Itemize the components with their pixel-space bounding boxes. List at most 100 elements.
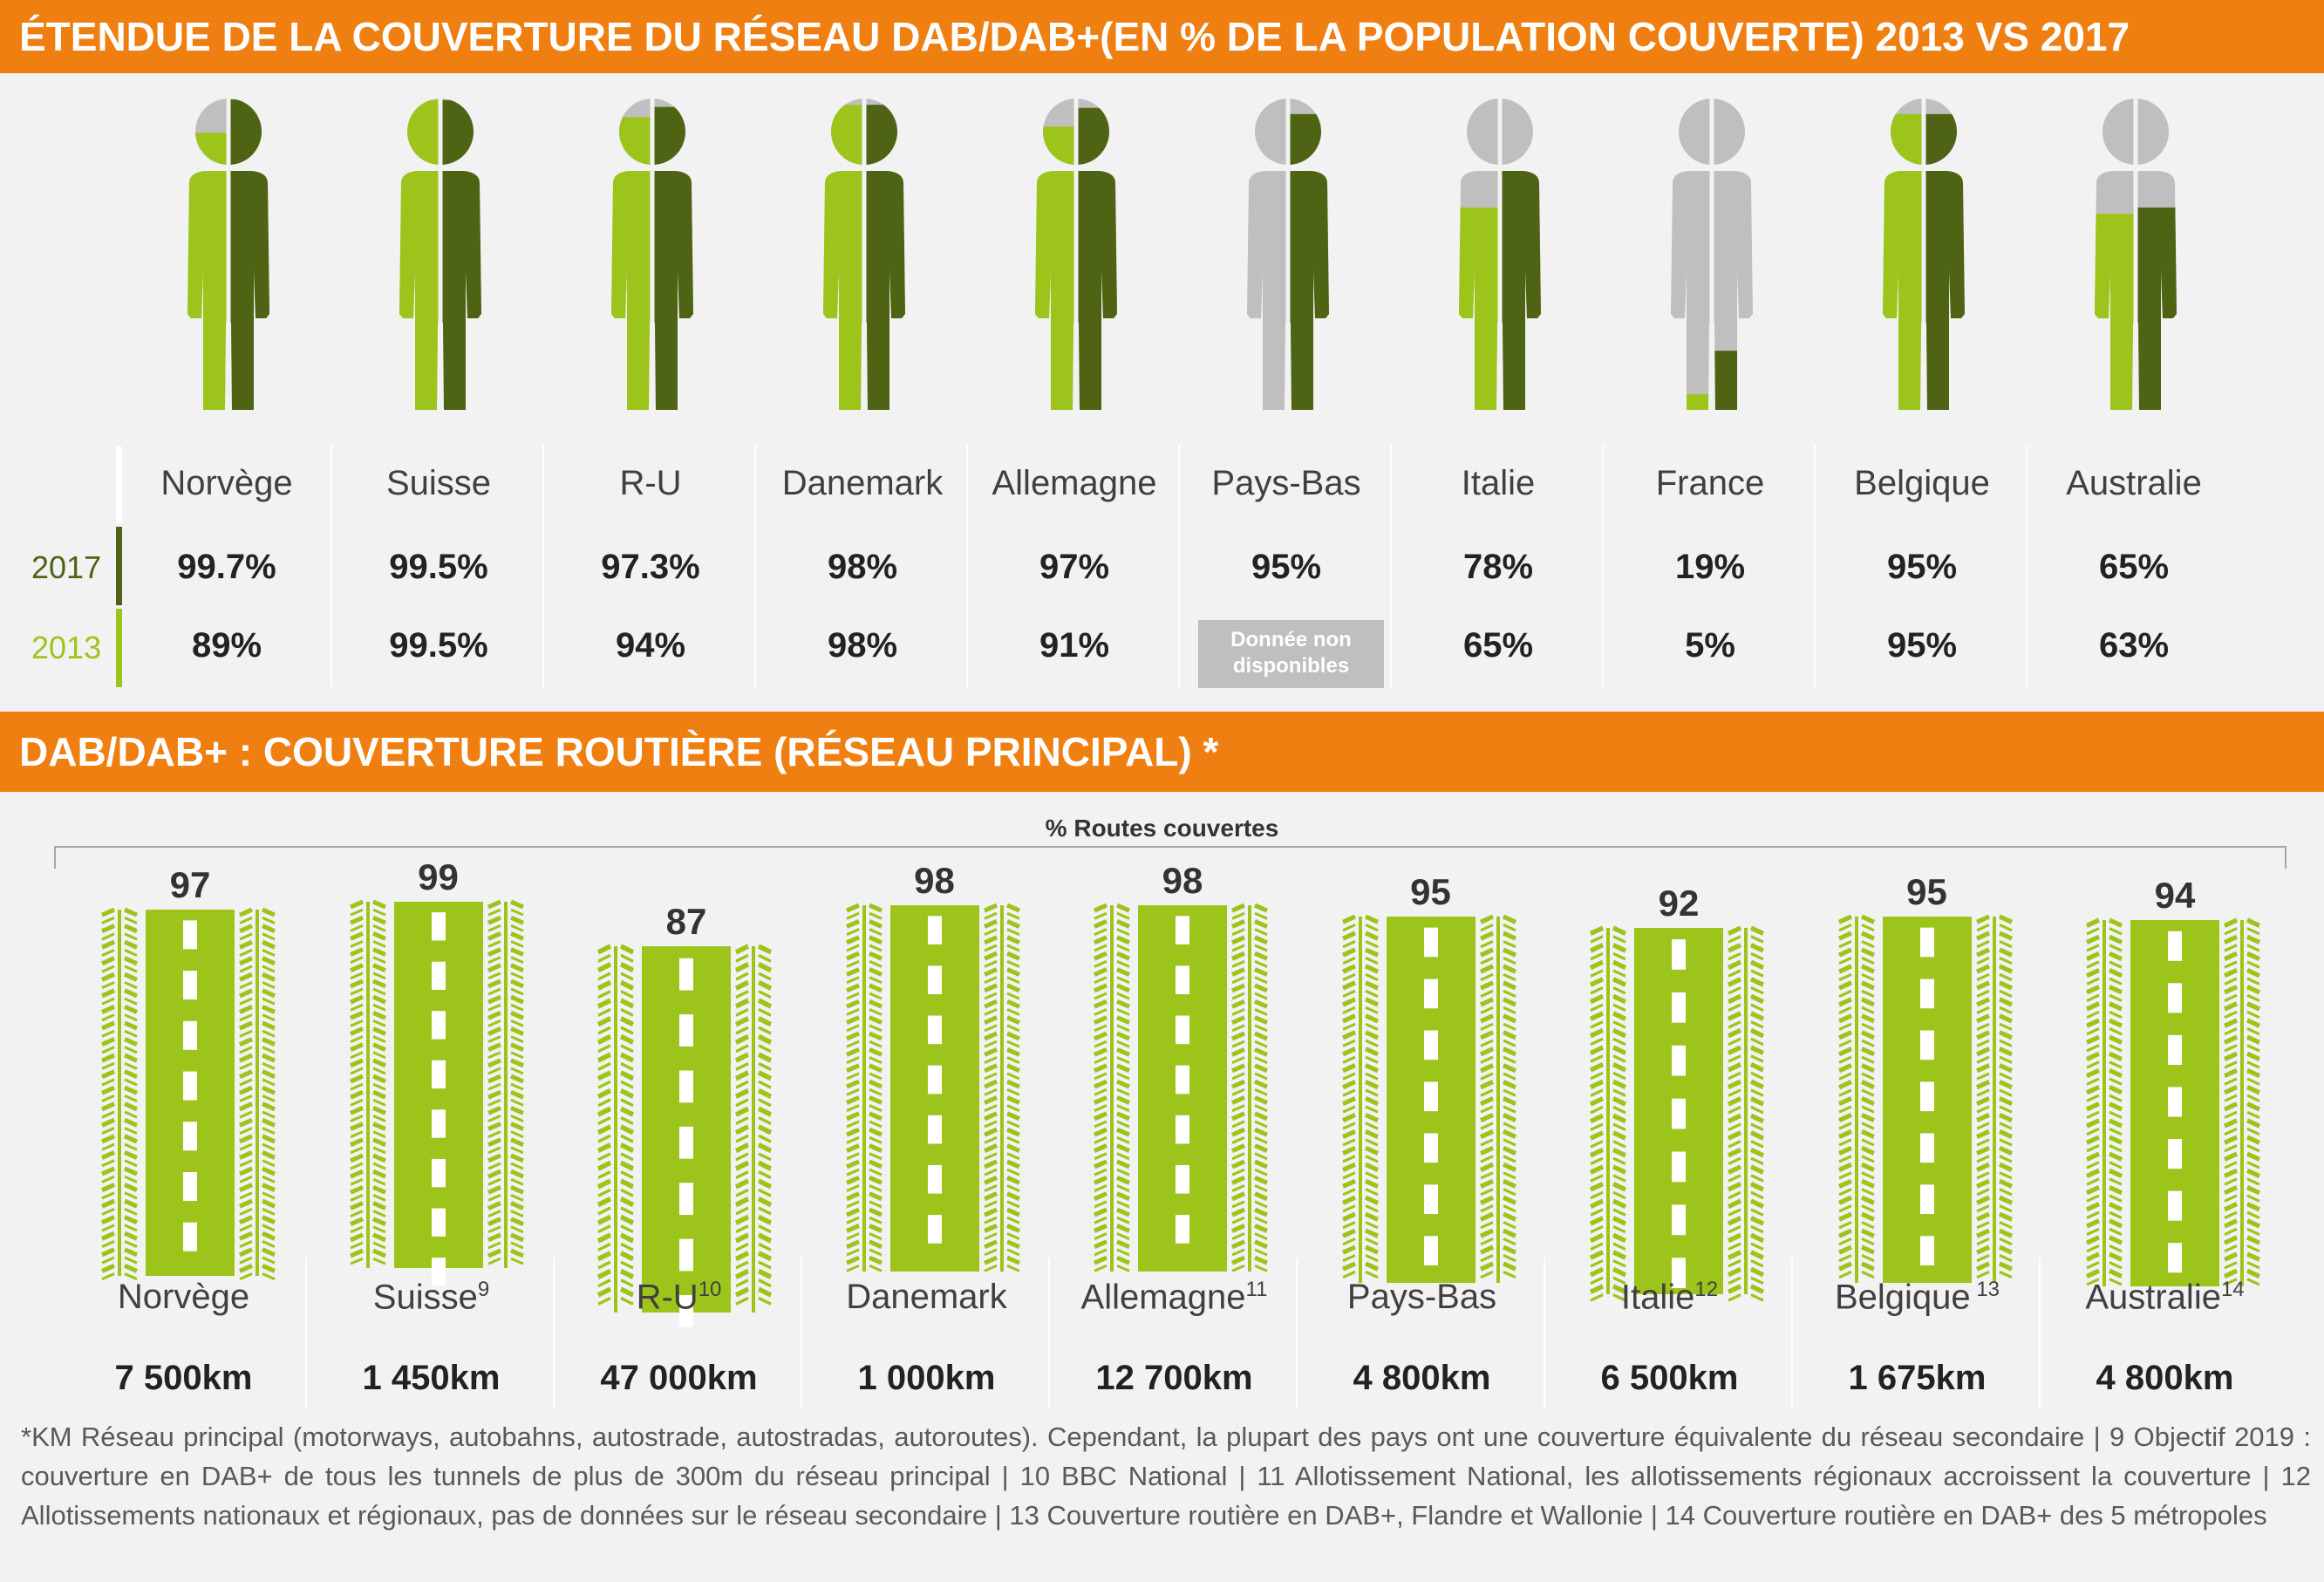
- road-country-name: Norvège: [117, 1278, 250, 1316]
- bar-2013-norvege: [187, 133, 228, 410]
- country-column-r-u: R-U 97.3% 94%: [544, 445, 757, 687]
- bar-2017-danemark: [864, 105, 905, 410]
- road-country-name: Allemagne11: [1080, 1278, 1268, 1317]
- country-name: Australie: [2066, 464, 2202, 502]
- bar-2013-suisse: [399, 99, 440, 410]
- road-column-separator: [2039, 1258, 2041, 1408]
- person-icon-r-u: [587, 96, 718, 419]
- road-bar-pays-bas: [1339, 914, 1523, 1283]
- road-bar-danemark: [843, 904, 1026, 1273]
- road-value-italie: 92: [1658, 882, 1700, 924]
- header-marker: [116, 447, 122, 523]
- no-data-badge: Donnée non disponibles: [1198, 620, 1384, 688]
- road-column-suisse: Suisse9 1 450km: [307, 1256, 555, 1408]
- road-value-r-u: 87: [665, 900, 707, 942]
- column-separator: [1602, 445, 1604, 687]
- person-icon-australie: [2070, 96, 2201, 419]
- road-column-pays-bas: Pays-Bas 4 800km: [1298, 1256, 1546, 1408]
- road-length: 1 000km: [857, 1359, 996, 1397]
- country-name: Belgique: [1854, 464, 1990, 502]
- road-length: 4 800km: [2096, 1359, 2234, 1397]
- bar-2017-allemagne: [1076, 107, 1117, 410]
- value-2013: 95%: [1886, 626, 1958, 665]
- person-icon-norvege: [163, 96, 294, 419]
- road-country-name: Belgique 13: [1834, 1278, 2000, 1317]
- road-country-name: Pays-Bas: [1346, 1278, 1497, 1316]
- bar-2013-danemark: [823, 105, 864, 410]
- country-column-pays-bas: Pays-Bas 95% Donnée non disponibles: [1180, 445, 1393, 688]
- person-icon-italie: [1435, 96, 1565, 419]
- value-2013: 63%: [2098, 626, 2170, 665]
- country-name: Allemagne: [992, 464, 1157, 502]
- road-country-name: Suisse9: [372, 1278, 490, 1317]
- value-2017: 78%: [1462, 548, 1534, 586]
- person-icon-belgique: [1858, 96, 1989, 419]
- road-column-norvege: Norvège 7 500km: [59, 1256, 308, 1408]
- road-value-danemark: 98: [914, 860, 955, 902]
- person-icon-france: [1646, 96, 1777, 419]
- year-2017-label-marker: [116, 527, 122, 605]
- road-value-belgique: 95: [1906, 871, 1947, 912]
- country-column-australie: Australie 65% 63%: [2028, 445, 2240, 687]
- road-column-separator: [1048, 1258, 1050, 1408]
- bar-2013-france: [1671, 394, 1712, 410]
- road-value-pays-bas: 95: [1410, 871, 1451, 912]
- road-column-allemagne: Allemagne11 12 700km: [1050, 1256, 1298, 1408]
- road-column-italie: Italie12 6 500km: [1545, 1256, 1794, 1408]
- road-length: 6 500km: [1600, 1359, 1739, 1397]
- footnote-mark: 14: [2220, 1278, 2245, 1301]
- column-separator: [1178, 445, 1180, 687]
- country-name: Pays-Bas: [1211, 464, 1361, 502]
- country-column-suisse: Suisse 99.5% 99.5%: [332, 445, 545, 687]
- footnote-mark: 12: [1694, 1278, 1719, 1301]
- road-bar-norvege: [99, 907, 282, 1280]
- road-country-name: Danemark: [846, 1278, 1007, 1316]
- road-column-r-u: R-U10 47 000km: [555, 1256, 803, 1408]
- column-separator: [966, 445, 968, 687]
- column-separator: [331, 445, 332, 687]
- value-2017: 99.5%: [389, 548, 488, 586]
- value-2017: 19%: [1674, 548, 1746, 586]
- column-separator: [542, 445, 544, 687]
- road-bar-belgique: [1836, 914, 2019, 1283]
- road-length: 1 675km: [1848, 1359, 1987, 1397]
- bar-2013-belgique: [1883, 113, 1924, 410]
- road-column-separator: [305, 1258, 307, 1408]
- road-length: 12 700km: [1095, 1359, 1253, 1397]
- road-column-australie: Australie14 4 800km: [2041, 1256, 2289, 1408]
- road-length: 1 450km: [362, 1359, 501, 1397]
- person-icon-allemagne: [1011, 96, 1142, 419]
- column-separator: [754, 445, 756, 687]
- country-name: Italie: [1461, 464, 1536, 502]
- population-coverage-banner: ÉTENDUE DE LA COUVERTURE DU RÉSEAU DAB/D…: [0, 0, 2324, 73]
- country-name: Norvège: [160, 464, 293, 502]
- country-column-danemark: Danemark 98% 98%: [756, 445, 969, 687]
- road-value-suisse: 99: [418, 856, 459, 898]
- person-icon-danemark: [799, 96, 930, 419]
- road-bar-allemagne: [1091, 904, 1274, 1273]
- value-2017: 95%: [1886, 548, 1958, 586]
- country-name: Danemark: [781, 464, 944, 502]
- road-bar-italie: [1587, 925, 1770, 1302]
- road-bar-r-u: [595, 943, 778, 1327]
- road-column-belgique: Belgique 13 1 675km: [1793, 1256, 2041, 1408]
- value-2013: 91%: [1039, 626, 1110, 665]
- country-name: Suisse: [385, 464, 492, 502]
- bar-2017-belgique: [1924, 113, 1965, 410]
- road-length: 47 000km: [600, 1359, 758, 1397]
- routes-axis-title: % Routes couvertes: [1045, 815, 1279, 842]
- column-separator: [2026, 445, 2028, 687]
- road-value-australie: 94: [2154, 875, 2196, 917]
- footnote: *KM Réseau principal (motorways, autobah…: [21, 1422, 2311, 1531]
- road-column-separator: [553, 1258, 555, 1408]
- bar-2017-suisse: [440, 99, 481, 410]
- country-column-allemagne: Allemagne 97% 91%: [968, 445, 1181, 687]
- bar-2013-r-u: [611, 117, 652, 410]
- road-country-name: R-U10: [636, 1278, 722, 1317]
- routes-bracket: [54, 846, 2287, 869]
- value-2013: 5%: [1685, 626, 1735, 665]
- road-bar-australie: [2083, 917, 2266, 1287]
- road-column-danemark: Danemark 1 000km: [802, 1256, 1051, 1408]
- value-2017: 65%: [2098, 548, 2170, 586]
- road-value-allemagne: 98: [1162, 860, 1203, 902]
